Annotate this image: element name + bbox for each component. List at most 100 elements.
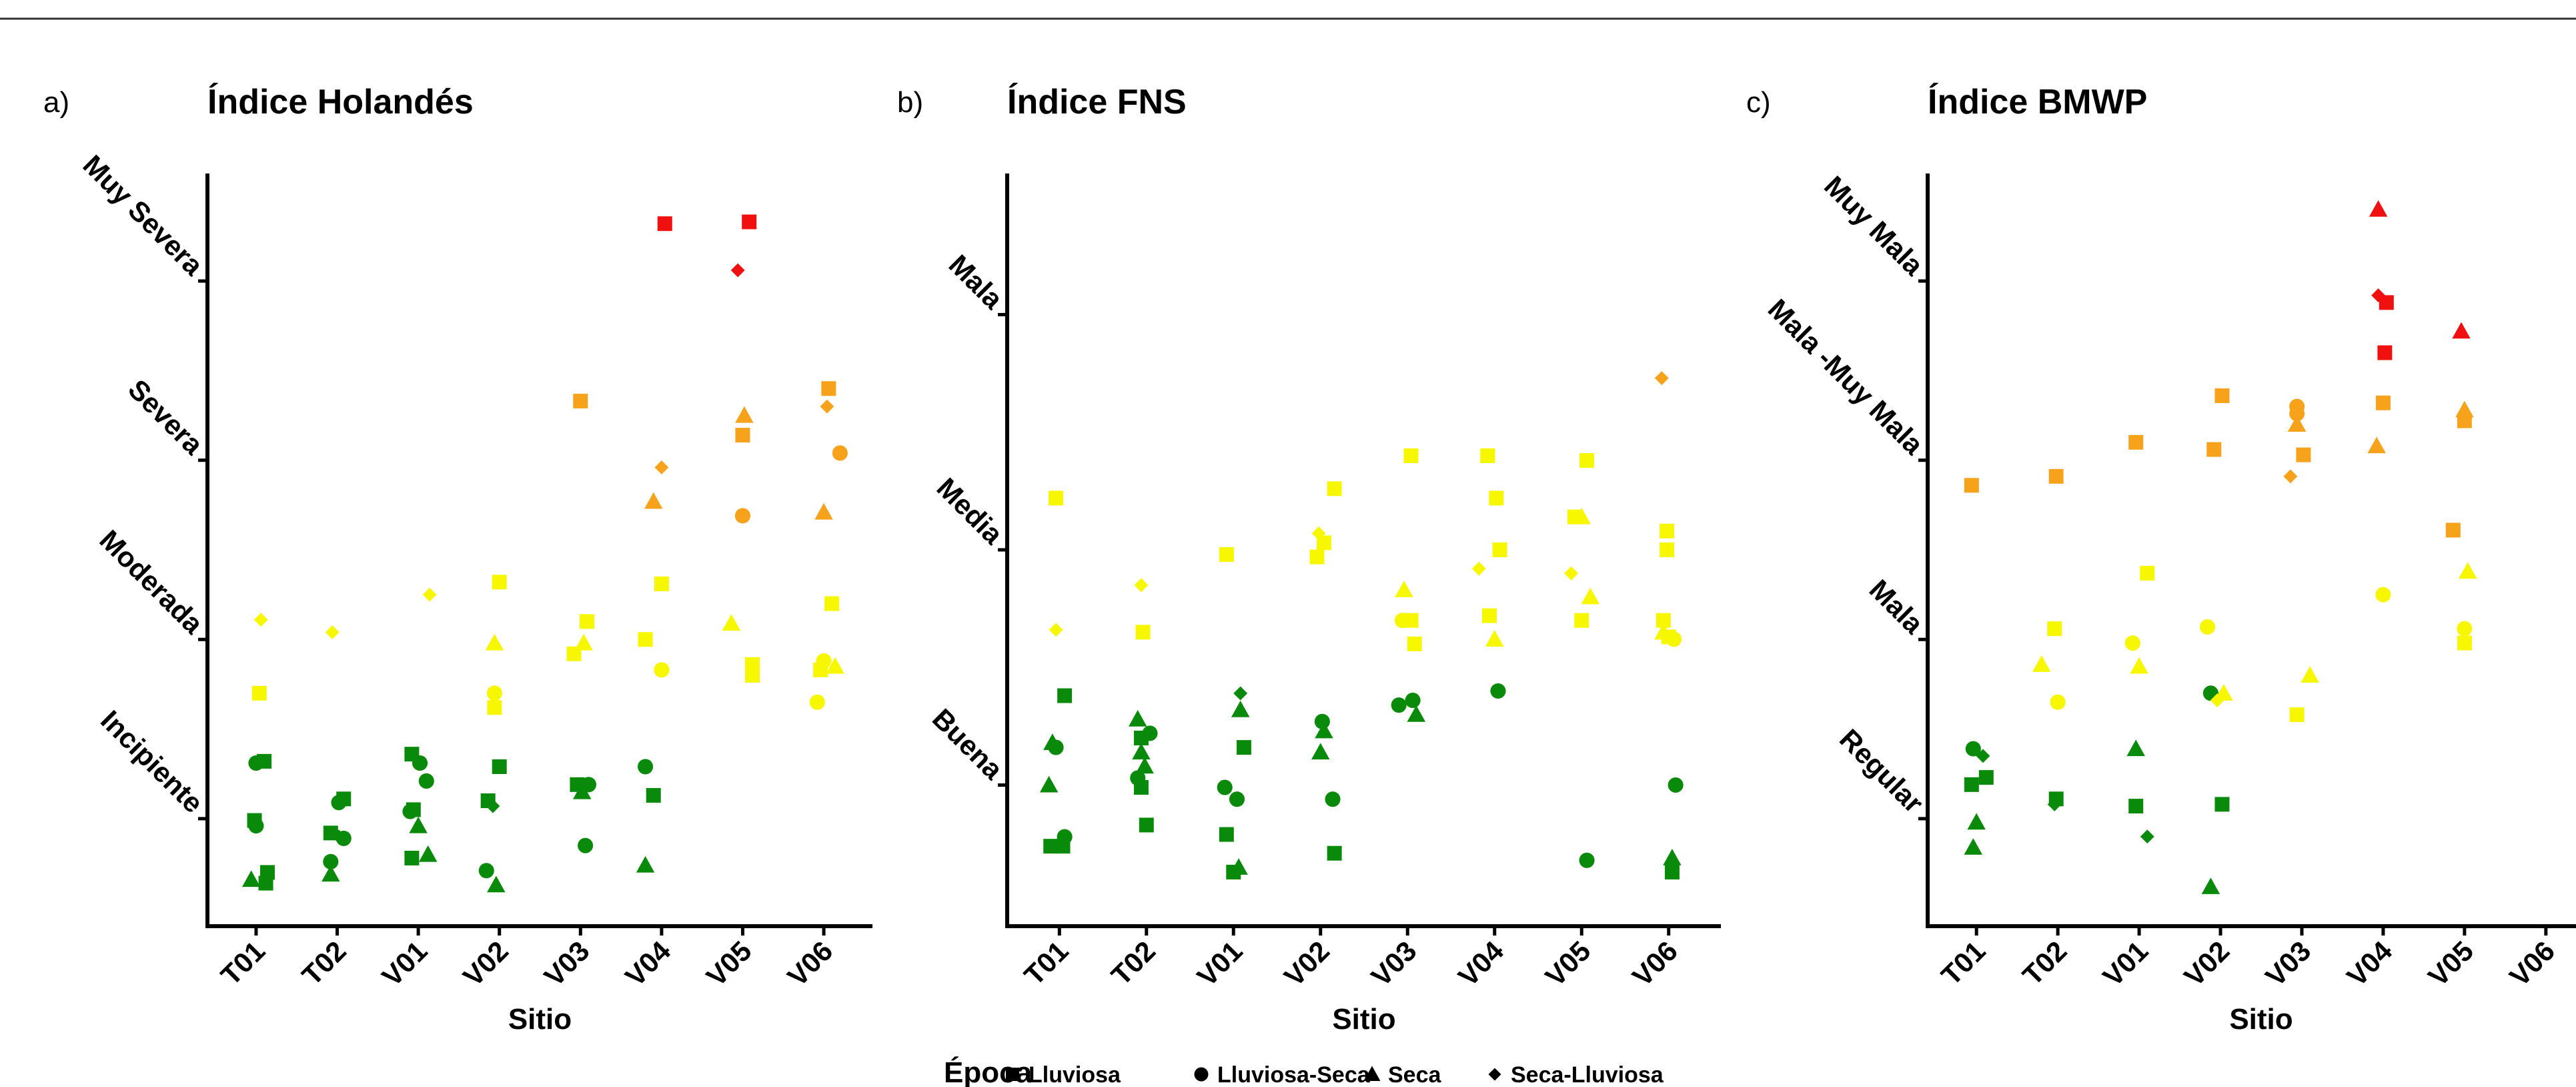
legend-label: Seca-Lluviosa [1511, 1062, 1664, 1087]
data-point [2457, 621, 2473, 637]
data-point [2459, 562, 2477, 579]
data-point [2128, 799, 2144, 814]
data-point [1664, 864, 1680, 879]
legend-label: Lluviosa-Seca [1217, 1062, 1371, 1087]
data-point [257, 753, 272, 769]
data-point [321, 865, 340, 882]
panel-letter: b) [897, 86, 923, 119]
data-point [487, 700, 502, 715]
data-point [2375, 395, 2391, 410]
data-point [2289, 398, 2305, 414]
data-point [2452, 322, 2471, 339]
data-point [1481, 608, 1497, 623]
data-point [1327, 481, 1342, 496]
data-point [2199, 619, 2216, 635]
data-point [1233, 686, 1248, 701]
data-point [1964, 838, 1983, 855]
panel-title: Índice FNS [1007, 83, 1187, 121]
data-point [2140, 829, 2154, 844]
data-point [1581, 587, 1600, 605]
legend-label: Seca [1388, 1062, 1441, 1087]
panel-title: Índice Holandés [207, 83, 474, 121]
data-point [2379, 295, 2394, 310]
data-points [1039, 371, 1684, 879]
data-point [418, 773, 434, 789]
legend-marker [1194, 1067, 1209, 1082]
data-point [644, 492, 663, 509]
x-axis-label: Sitio [2229, 1003, 2293, 1036]
data-point [1964, 777, 1979, 792]
data-point [1236, 740, 1251, 755]
data-point [734, 508, 751, 524]
data-point [1660, 523, 1675, 538]
data-point [2206, 442, 2222, 457]
data-point [1489, 490, 1504, 506]
data-point [418, 845, 438, 862]
panel-letter: c) [1746, 86, 1771, 119]
data-point [2287, 415, 2307, 432]
data-point [253, 613, 268, 627]
data-point [1976, 749, 1990, 763]
data-point [1229, 791, 1245, 807]
data-point [1407, 637, 1422, 651]
data-point [1471, 561, 1486, 576]
data-point [1057, 829, 1073, 845]
data-point [2128, 434, 2144, 450]
data-point [325, 625, 340, 639]
data-point [2048, 468, 2064, 484]
data-point [1405, 693, 1421, 709]
data-point [422, 587, 437, 602]
data-point [1231, 700, 1250, 717]
data-point [1964, 478, 1979, 493]
data-point [654, 577, 669, 592]
data-point [1130, 770, 1146, 786]
data-point [1049, 490, 1064, 506]
data-point [2126, 739, 2145, 757]
data-point [487, 875, 506, 893]
data-point [1311, 526, 1326, 540]
data-point [2201, 877, 2220, 894]
data-point [247, 813, 262, 828]
data-point [1043, 733, 1062, 751]
data-point [1403, 613, 1419, 628]
data-point [570, 777, 585, 792]
data-point [809, 694, 825, 710]
data-point [2375, 587, 2391, 603]
data-point [636, 855, 655, 873]
data-point [2445, 522, 2461, 538]
legend-marker [1488, 1068, 1501, 1081]
x-axis-label: Sitio [508, 1003, 572, 1036]
data-point [1316, 535, 1331, 551]
data-point [1229, 858, 1248, 875]
data-point [1395, 581, 1413, 597]
data-point [2301, 666, 2319, 683]
data-point [745, 657, 760, 672]
data-point [251, 685, 267, 701]
data-point [826, 657, 844, 674]
x-axis-label: Sitio [1332, 1003, 1395, 1036]
data-point [1967, 813, 1986, 830]
data-point [1572, 507, 1591, 524]
data-point [486, 685, 502, 701]
data-point [1219, 547, 1234, 563]
data-point [2124, 635, 2140, 651]
data-point [2214, 797, 2230, 812]
data-point [241, 870, 261, 887]
legend-item: Lluviosa-Seca [1194, 1062, 1371, 1087]
data-point [1311, 743, 1330, 760]
legend: Época Lluviosa Lluviosa-Seca Seca Seca-Lluv… [944, 1056, 1664, 1087]
data-point [1057, 688, 1073, 703]
data-point [323, 853, 339, 869]
data-point [824, 596, 840, 611]
data-point [1579, 852, 1595, 868]
data-point [730, 263, 745, 278]
data-point [332, 829, 346, 844]
data-point [2048, 791, 2064, 807]
data-point [580, 614, 595, 629]
data-point [1490, 683, 1506, 699]
data-point [1403, 448, 1419, 463]
data-point [258, 875, 273, 891]
data-point [1574, 613, 1589, 628]
data-point [638, 632, 653, 647]
